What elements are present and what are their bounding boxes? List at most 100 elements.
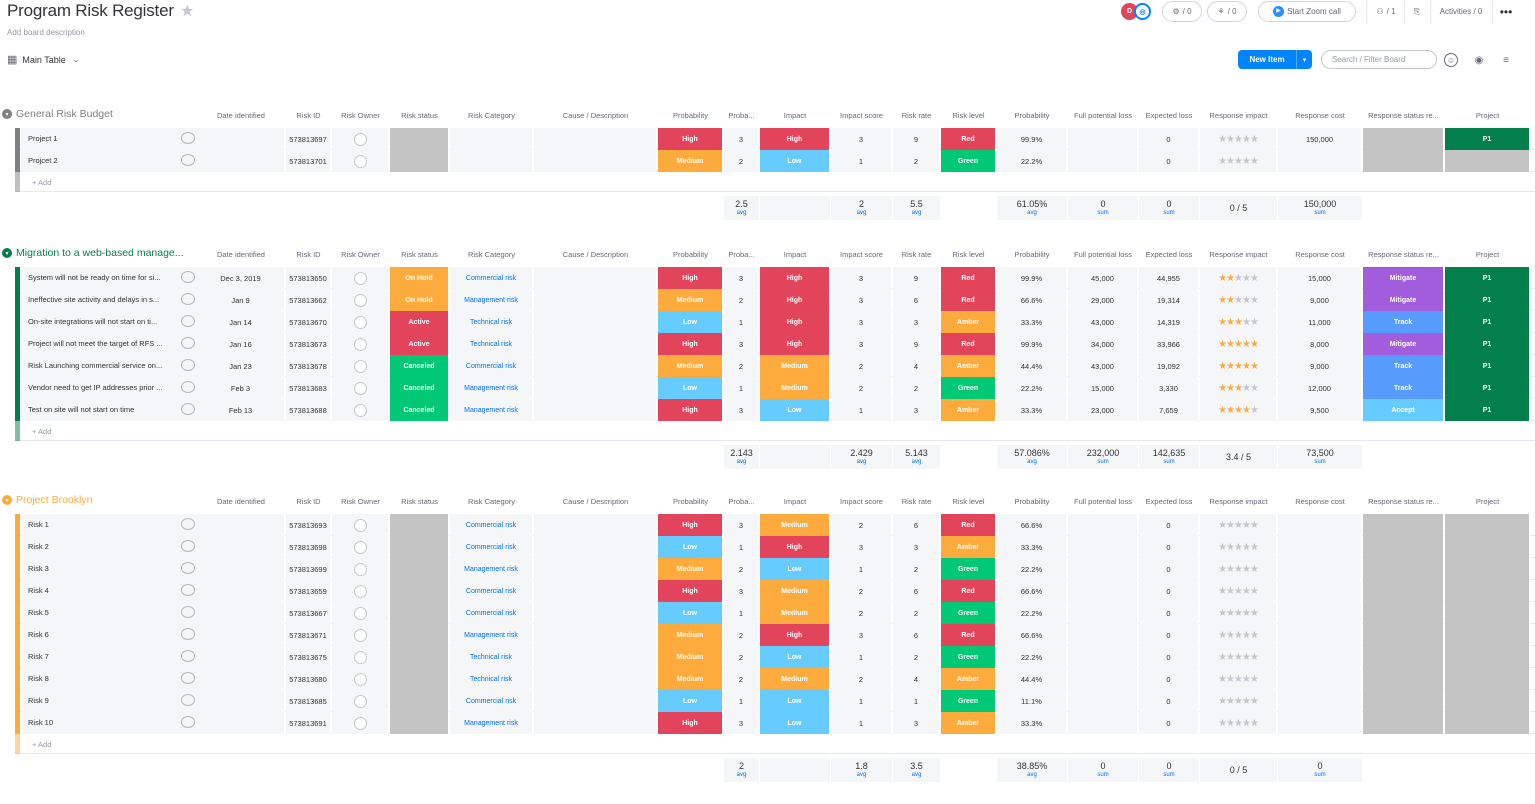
- star-icon[interactable]: ★: [1249, 360, 1259, 372]
- star-icon[interactable]: ★: [1234, 629, 1243, 641]
- star-icon[interactable]: ★: [1241, 695, 1251, 707]
- impact-cell[interactable]: High: [760, 289, 830, 311]
- column-header[interactable]: Impact: [783, 250, 807, 259]
- fpl-cell[interactable]: [1068, 536, 1138, 558]
- item-name[interactable]: Risk 10: [28, 718, 54, 727]
- resp-cell[interactable]: [1363, 128, 1444, 150]
- stars-cell[interactable]: ★★★★★: [1200, 267, 1277, 289]
- column-header[interactable]: Response impact: [1209, 111, 1268, 120]
- item-name[interactable]: Risk 4: [28, 586, 49, 595]
- rate-cell[interactable]: 6: [893, 624, 940, 646]
- person-placeholder-icon[interactable]: [353, 315, 367, 329]
- owner-cell[interactable]: [332, 646, 389, 668]
- category-cell[interactable]: Technical risk: [450, 333, 533, 355]
- project-cell[interactable]: [1445, 150, 1530, 172]
- stars-cell[interactable]: ★★★★★: [1200, 311, 1277, 333]
- status-cell[interactable]: Canceled: [390, 377, 449, 399]
- rate-cell[interactable]: 6: [893, 289, 940, 311]
- impact-cell[interactable]: High: [760, 311, 830, 333]
- table-row[interactable]: Risk 3 573813699 Management risk Medium 2 Low…: [15, 558, 1535, 580]
- star-icon[interactable]: ★: [1249, 155, 1259, 167]
- impact-cell[interactable]: Low: [760, 712, 830, 734]
- owner-cell[interactable]: [332, 289, 389, 311]
- category-cell[interactable]: Management risk: [450, 399, 533, 421]
- pct-cell[interactable]: 44.4%: [997, 668, 1067, 690]
- id-cell[interactable]: 573813688: [286, 399, 331, 421]
- owner-cell[interactable]: [332, 536, 389, 558]
- column-header[interactable]: Response status re...: [1368, 497, 1439, 506]
- person-placeholder-icon[interactable]: [353, 716, 367, 730]
- probn-cell[interactable]: 3: [724, 580, 759, 602]
- item-name[interactable]: Risk 3: [28, 564, 49, 573]
- owner-cell[interactable]: [332, 558, 389, 580]
- stars-cell[interactable]: ★★★★★: [1200, 646, 1277, 668]
- table-row[interactable]: Projcet 2 573813701 Medium 2 Low 1 2 Green 22.2%…: [15, 150, 1535, 172]
- star-icon[interactable]: ★: [1226, 695, 1235, 707]
- column-header[interactable]: Risk Category: [467, 250, 516, 259]
- iscore-cell[interactable]: 2: [831, 377, 892, 399]
- pct-cell[interactable]: 66.6%: [997, 289, 1067, 311]
- rating-stars[interactable]: ★★★★★: [1218, 629, 1259, 641]
- table-row[interactable]: Risk Launching commercial service on... J…: [15, 355, 1535, 377]
- column-header[interactable]: Risk rate: [901, 497, 932, 506]
- stars-cell[interactable]: ★★★★★: [1200, 399, 1277, 421]
- star-icon[interactable]: ★: [1249, 585, 1259, 597]
- pct-cell[interactable]: 44.4%: [997, 355, 1067, 377]
- item-name-cell[interactable]: Risk 7: [21, 646, 205, 668]
- status-cell[interactable]: [390, 150, 449, 172]
- el-cell[interactable]: 19,314: [1139, 289, 1199, 311]
- column-header[interactable]: Risk Category: [467, 111, 516, 120]
- chevron-down-icon[interactable]: ▾: [1296, 50, 1312, 69]
- category-cell[interactable]: Technical risk: [450, 668, 533, 690]
- resp-cell[interactable]: [1363, 150, 1444, 172]
- conversation-icon[interactable]: [181, 628, 195, 640]
- fpl-cell[interactable]: 23,000: [1068, 399, 1138, 421]
- star-icon[interactable]: ★: [1226, 585, 1235, 597]
- el-cell[interactable]: 0: [1139, 150, 1199, 172]
- column-header[interactable]: Impact: [783, 111, 807, 120]
- rate-cell[interactable]: 9: [893, 267, 940, 289]
- prob-cell[interactable]: High: [658, 580, 723, 602]
- column-header[interactable]: Risk level: [952, 111, 985, 120]
- column-header[interactable]: Response cost: [1295, 497, 1345, 506]
- iscore-cell[interactable]: 1: [831, 646, 892, 668]
- person-placeholder-icon[interactable]: [353, 606, 367, 620]
- impact-cell[interactable]: High: [760, 267, 830, 289]
- rate-cell[interactable]: 6: [893, 514, 940, 536]
- favorite-star-icon[interactable]: ★: [180, 3, 195, 20]
- item-name-cell[interactable]: On-site integrations will not start on t…: [21, 311, 205, 333]
- star-icon[interactable]: ★: [1218, 629, 1227, 641]
- column-header[interactable]: Date identified: [217, 111, 265, 120]
- star-icon[interactable]: ★: [1226, 360, 1235, 372]
- status-cell[interactable]: [390, 668, 449, 690]
- stars-cell[interactable]: ★★★★★: [1200, 580, 1277, 602]
- column-header[interactable]: Cause / Description: [562, 497, 629, 506]
- rating-stars[interactable]: ★★★★★: [1218, 651, 1259, 663]
- star-icon[interactable]: ★: [1241, 673, 1251, 685]
- category-cell[interactable]: Commercial risk: [450, 514, 533, 536]
- person-placeholder-icon[interactable]: [353, 584, 367, 598]
- probn-cell[interactable]: 2: [724, 355, 759, 377]
- conversation-icon[interactable]: [181, 716, 195, 728]
- pct-cell[interactable]: 22.2%: [997, 377, 1067, 399]
- level-cell[interactable]: Amber: [941, 399, 996, 421]
- probn-cell[interactable]: 2: [724, 558, 759, 580]
- table-row[interactable]: Risk 8 573813680 Technical risk Medium 2 Medi…: [15, 668, 1535, 690]
- star-icon[interactable]: ★: [1241, 272, 1251, 284]
- category-cell[interactable]: Commercial risk: [450, 602, 533, 624]
- prob-cell[interactable]: Low: [658, 311, 723, 333]
- star-icon[interactable]: ★: [1226, 651, 1235, 663]
- cause-cell[interactable]: [534, 267, 657, 289]
- star-icon[interactable]: ★: [1241, 519, 1251, 531]
- prob-cell[interactable]: Low: [658, 536, 723, 558]
- cost-cell[interactable]: [1278, 690, 1362, 712]
- add-item-row[interactable]: + Add: [15, 734, 1535, 754]
- column-header[interactable]: Risk rate: [901, 250, 932, 259]
- conversation-icon[interactable]: [181, 672, 195, 684]
- status-cell[interactable]: [390, 128, 449, 150]
- conversation-icon[interactable]: [181, 154, 195, 166]
- category-cell[interactable]: Commercial risk: [450, 580, 533, 602]
- iscore-cell[interactable]: 2: [831, 580, 892, 602]
- star-icon[interactable]: ★: [1241, 563, 1251, 575]
- rating-stars[interactable]: ★★★★★: [1218, 383, 1259, 394]
